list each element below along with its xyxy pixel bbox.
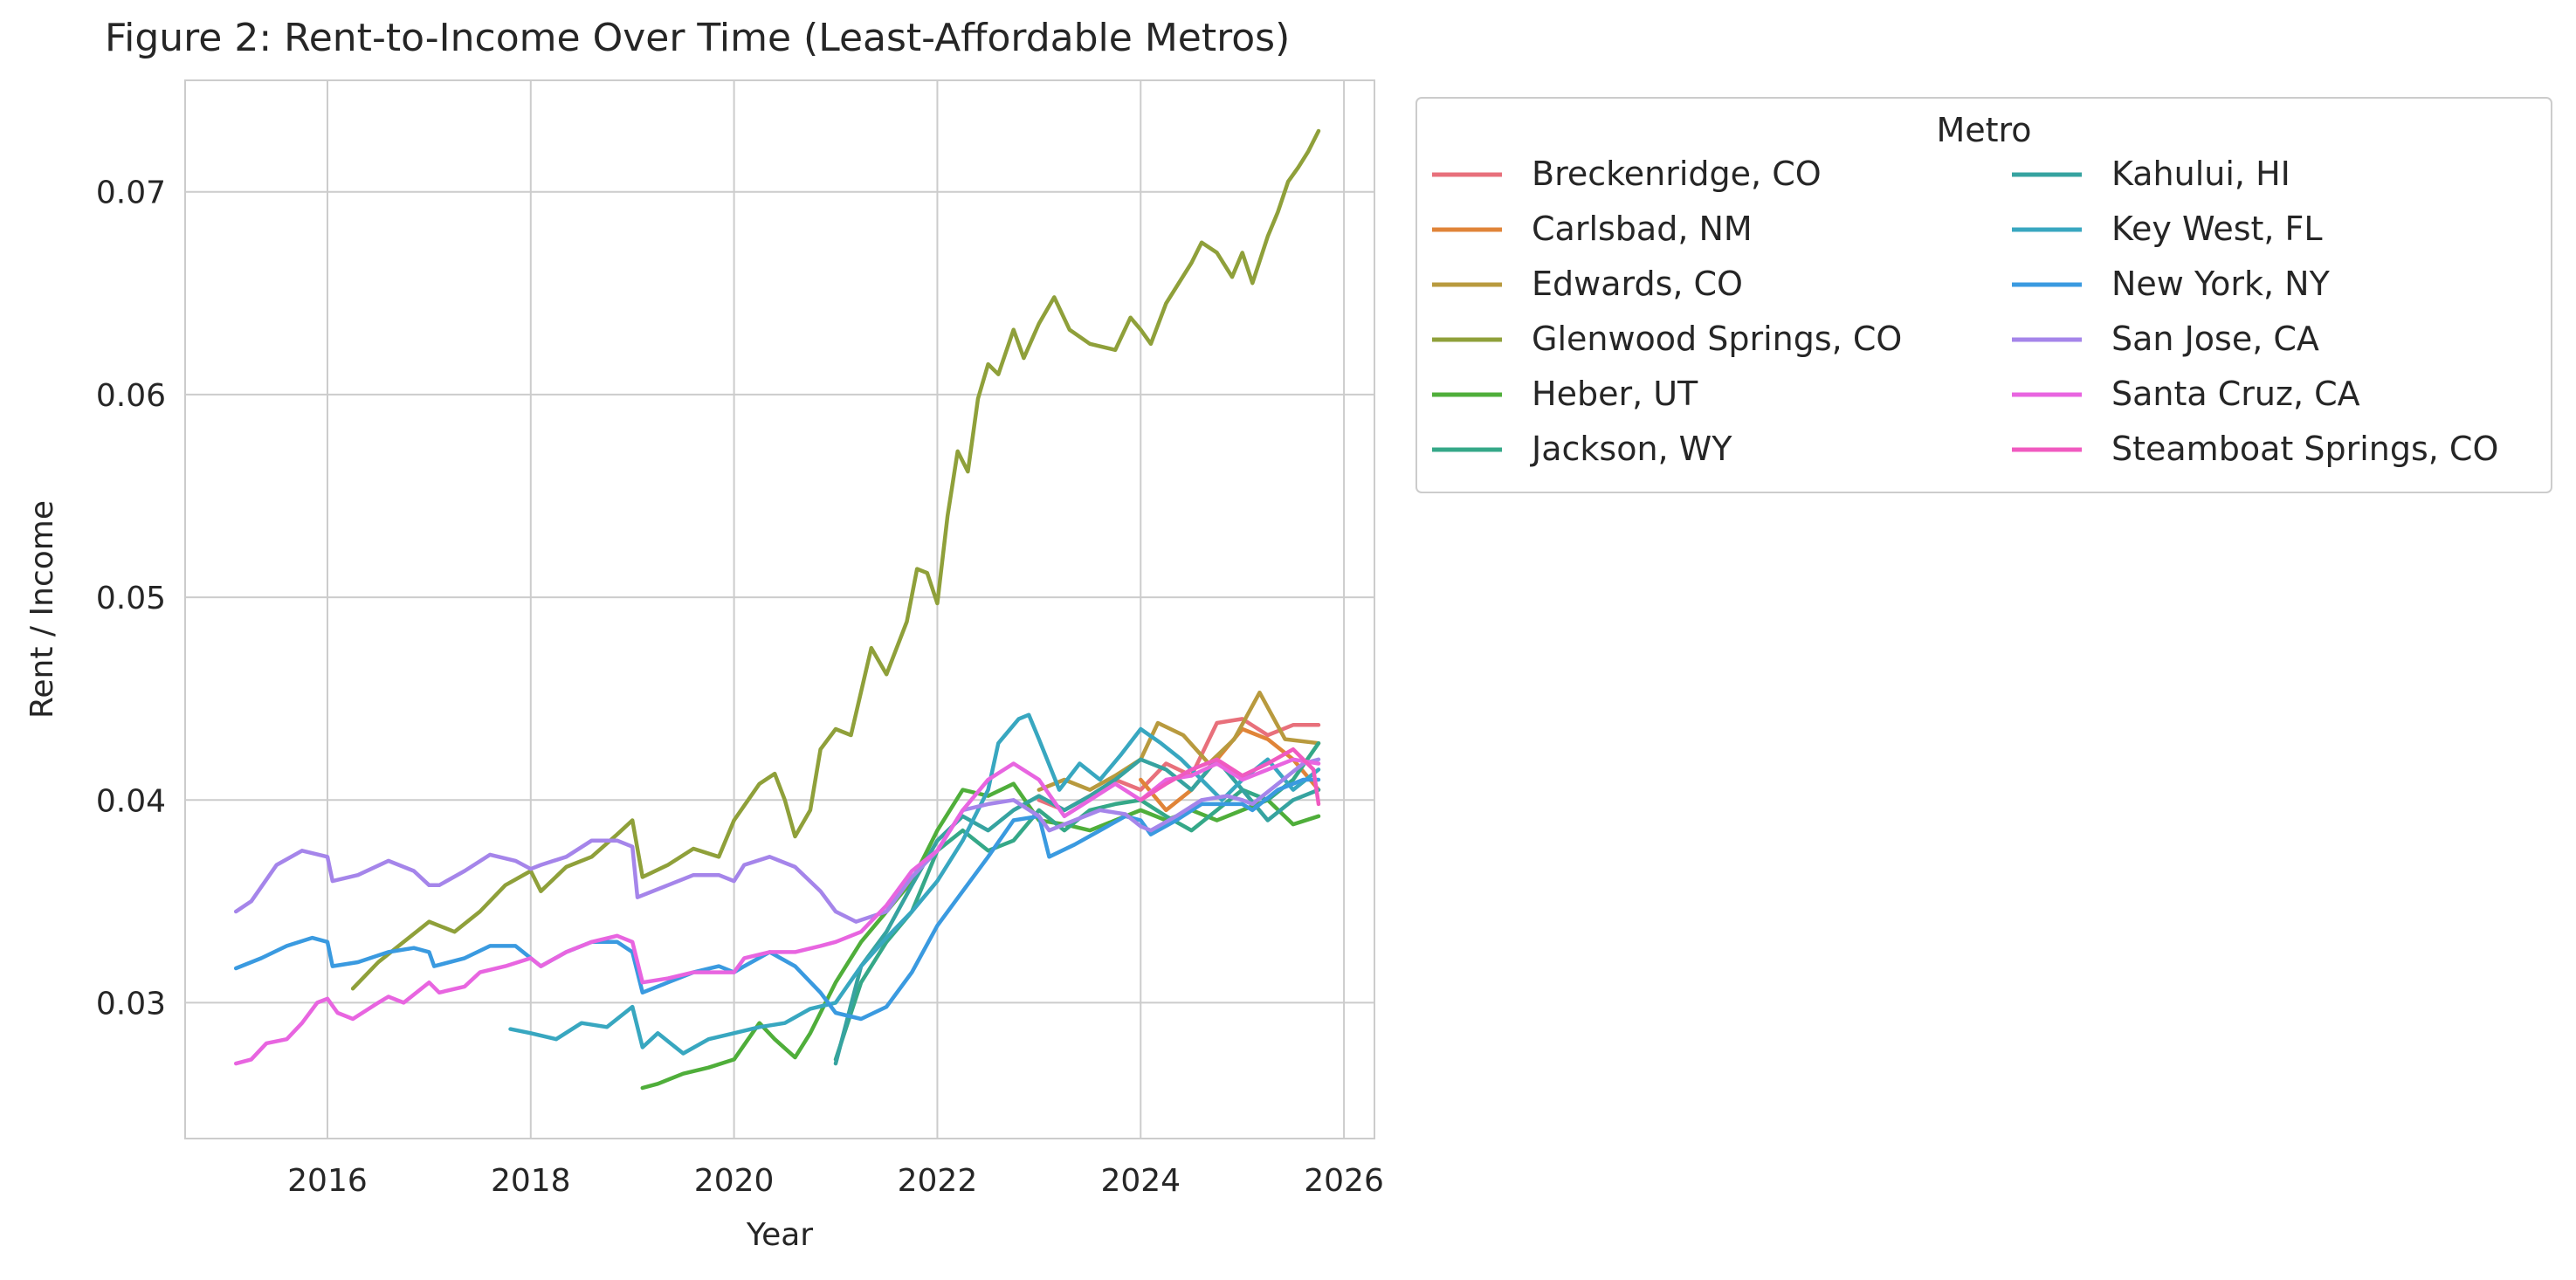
legend-title: Metro	[1936, 111, 2031, 149]
legend-label: Jackson, WY	[1530, 430, 1732, 468]
series-line-santa-cruz-ca	[233, 757, 1321, 1066]
x-tick-label: 2018	[491, 1163, 571, 1199]
chart-title: Figure 2: Rent-to-Income Over Time (Leas…	[105, 16, 1291, 60]
legend-label: Key West, FL	[2111, 210, 2323, 248]
x-tick-label: 2022	[898, 1163, 978, 1199]
y-tick-label: 0.05	[96, 581, 166, 616]
legend-label: New York, NY	[2111, 265, 2331, 303]
y-tick-label: 0.07	[96, 175, 166, 211]
legend-items: Breckenridge, CO Carlsbad, NM Edwards, CO G…	[1432, 155, 2498, 468]
x-tick-label: 2016	[287, 1163, 368, 1199]
x-tick-labels: 2016 2018 2020 2022 2024 2026	[287, 1163, 1384, 1199]
series-line-glenwood-springs-co	[350, 128, 1321, 991]
legend-box	[1415, 97, 2552, 493]
x-axis-label: Year	[746, 1217, 813, 1253]
x-tick-label: 2024	[1100, 1163, 1181, 1199]
legend-label: Edwards, CO	[1532, 265, 1743, 303]
legend-label: San Jose, CA	[2111, 320, 2319, 358]
series-line-key-west-fl	[508, 712, 1321, 1056]
series-lines	[233, 128, 1321, 1091]
series-line-edwards-co	[1037, 690, 1321, 792]
series-line-jackson-wy	[833, 740, 1321, 1062]
legend-label: Carlsbad, NM	[1532, 210, 1753, 248]
y-tick-label: 0.03	[96, 986, 166, 1022]
legend-label: Heber, UT	[1532, 375, 1698, 413]
y-tick-label: 0.04	[96, 783, 166, 819]
y-tick-label: 0.06	[96, 378, 166, 414]
legend-label: Glenwood Springs, CO	[1532, 320, 1902, 358]
y-tick-labels: 0.03 0.04 0.05 0.06 0.07	[96, 175, 166, 1022]
series-line-heber-ut	[640, 781, 1321, 1091]
y-axis-label: Rent / Income	[24, 500, 60, 719]
x-tick-label: 2026	[1304, 1163, 1384, 1199]
x-tick-label: 2020	[694, 1163, 775, 1199]
legend-label: Kahului, HI	[2111, 155, 2290, 193]
series-line-steamboat-springs-co	[1139, 747, 1321, 807]
legend-label: Breckenridge, CO	[1532, 155, 1822, 193]
legend: Metro Breckenridge, CO Carlsbad, NM Edward…	[1415, 97, 2552, 493]
grid-lines	[185, 80, 1374, 1139]
series-line-san-jose-ca	[233, 757, 1321, 924]
plot-frame	[184, 79, 1375, 1139]
legend-label: Steamboat Springs, CO	[2111, 430, 2498, 468]
legend-label: Santa Cruz, CA	[2111, 375, 2360, 413]
